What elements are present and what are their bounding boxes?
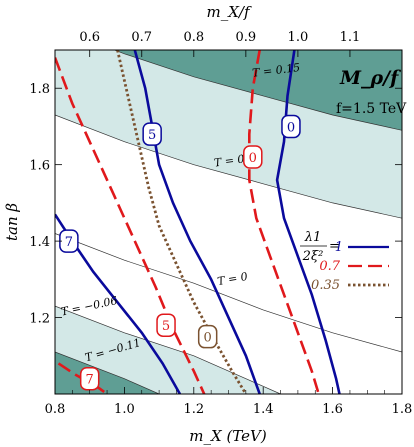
top-tick-label: 1.1	[340, 30, 361, 45]
contour-labels: 0 5 7 0 5 0 7	[59, 114, 301, 391]
t-line-label: T = 0.15	[252, 61, 301, 80]
x-axis-label: m_X (TeV)	[189, 427, 267, 445]
contour-label: 5	[148, 128, 156, 143]
x-tick-label: 1.6	[322, 402, 343, 417]
contour-label-box	[142, 122, 162, 146]
t-line	[55, 351, 160, 394]
contour-line	[116, 50, 248, 394]
top-tick-label: 0.9	[236, 30, 257, 45]
axis-ticks: 0.8 1.0 1.2 1.4 1.6 1.8 1.2 1.4 1.6 1.8 0.6 0.7 0.8 0…	[29, 30, 412, 417]
contour-label: 5	[162, 319, 170, 334]
t-lines	[55, 50, 402, 394]
legend-equals: =	[329, 239, 340, 254]
y-tick-label: 1.4	[29, 235, 50, 250]
contour-line	[133, 50, 261, 394]
t-line	[55, 114, 402, 219]
legend-entry-label: 1	[335, 240, 343, 255]
contour-label-box	[79, 366, 100, 391]
top-axis-label: m_X/f	[206, 3, 251, 21]
contour-line	[55, 57, 206, 394]
y-tick-label: 1.6	[29, 159, 50, 174]
legend: λ1 2ξ² = 1 0.7 0.35	[300, 230, 389, 293]
top-tick-label: 0.7	[131, 30, 152, 45]
contour-label-box	[281, 114, 301, 139]
t-line-label: T = 0	[216, 270, 248, 288]
chart-title: M_ρ/f	[339, 67, 401, 89]
t-line	[55, 233, 402, 353]
contour-label: 0	[204, 331, 212, 346]
top-tick-label: 0.8	[183, 30, 204, 45]
contour-label: 7	[86, 373, 94, 388]
band-light-upper	[55, 50, 402, 219]
y-tick-label: 1.2	[29, 312, 50, 327]
contour-label-box	[197, 324, 218, 349]
contour-label: 7	[65, 235, 73, 250]
t-line-label: T = −0.06	[60, 294, 119, 319]
legend-heading-denominator: 2ξ²	[302, 249, 324, 264]
contour-label: 0	[249, 151, 257, 166]
contour-label-box	[156, 313, 176, 337]
legend-entry-label: 0.35	[311, 278, 340, 293]
t-line	[55, 305, 281, 394]
contour-line	[248, 50, 320, 394]
t-line	[113, 50, 402, 131]
x-tick-label: 1.4	[253, 402, 274, 417]
y-axis-label: tan β	[3, 203, 21, 241]
top-tick-label: 1.0	[288, 30, 309, 45]
top-tick-label: 0.6	[79, 30, 100, 45]
legend-entry-label: 0.7	[319, 259, 340, 274]
contour-label: 0	[287, 120, 295, 135]
contour-label-box	[243, 145, 263, 169]
x-tick-label: 1.0	[114, 402, 135, 417]
x-tick-label: 0.8	[45, 402, 66, 417]
legend-heading-numerator: λ1	[304, 230, 322, 245]
y-tick-label: 1.8	[29, 82, 50, 97]
chart-subtitle: f=1.5 TeV	[336, 101, 407, 117]
x-tick-label: 1.8	[392, 402, 413, 417]
x-tick-label: 1.2	[183, 402, 204, 417]
band-dark-top	[114, 50, 402, 131]
